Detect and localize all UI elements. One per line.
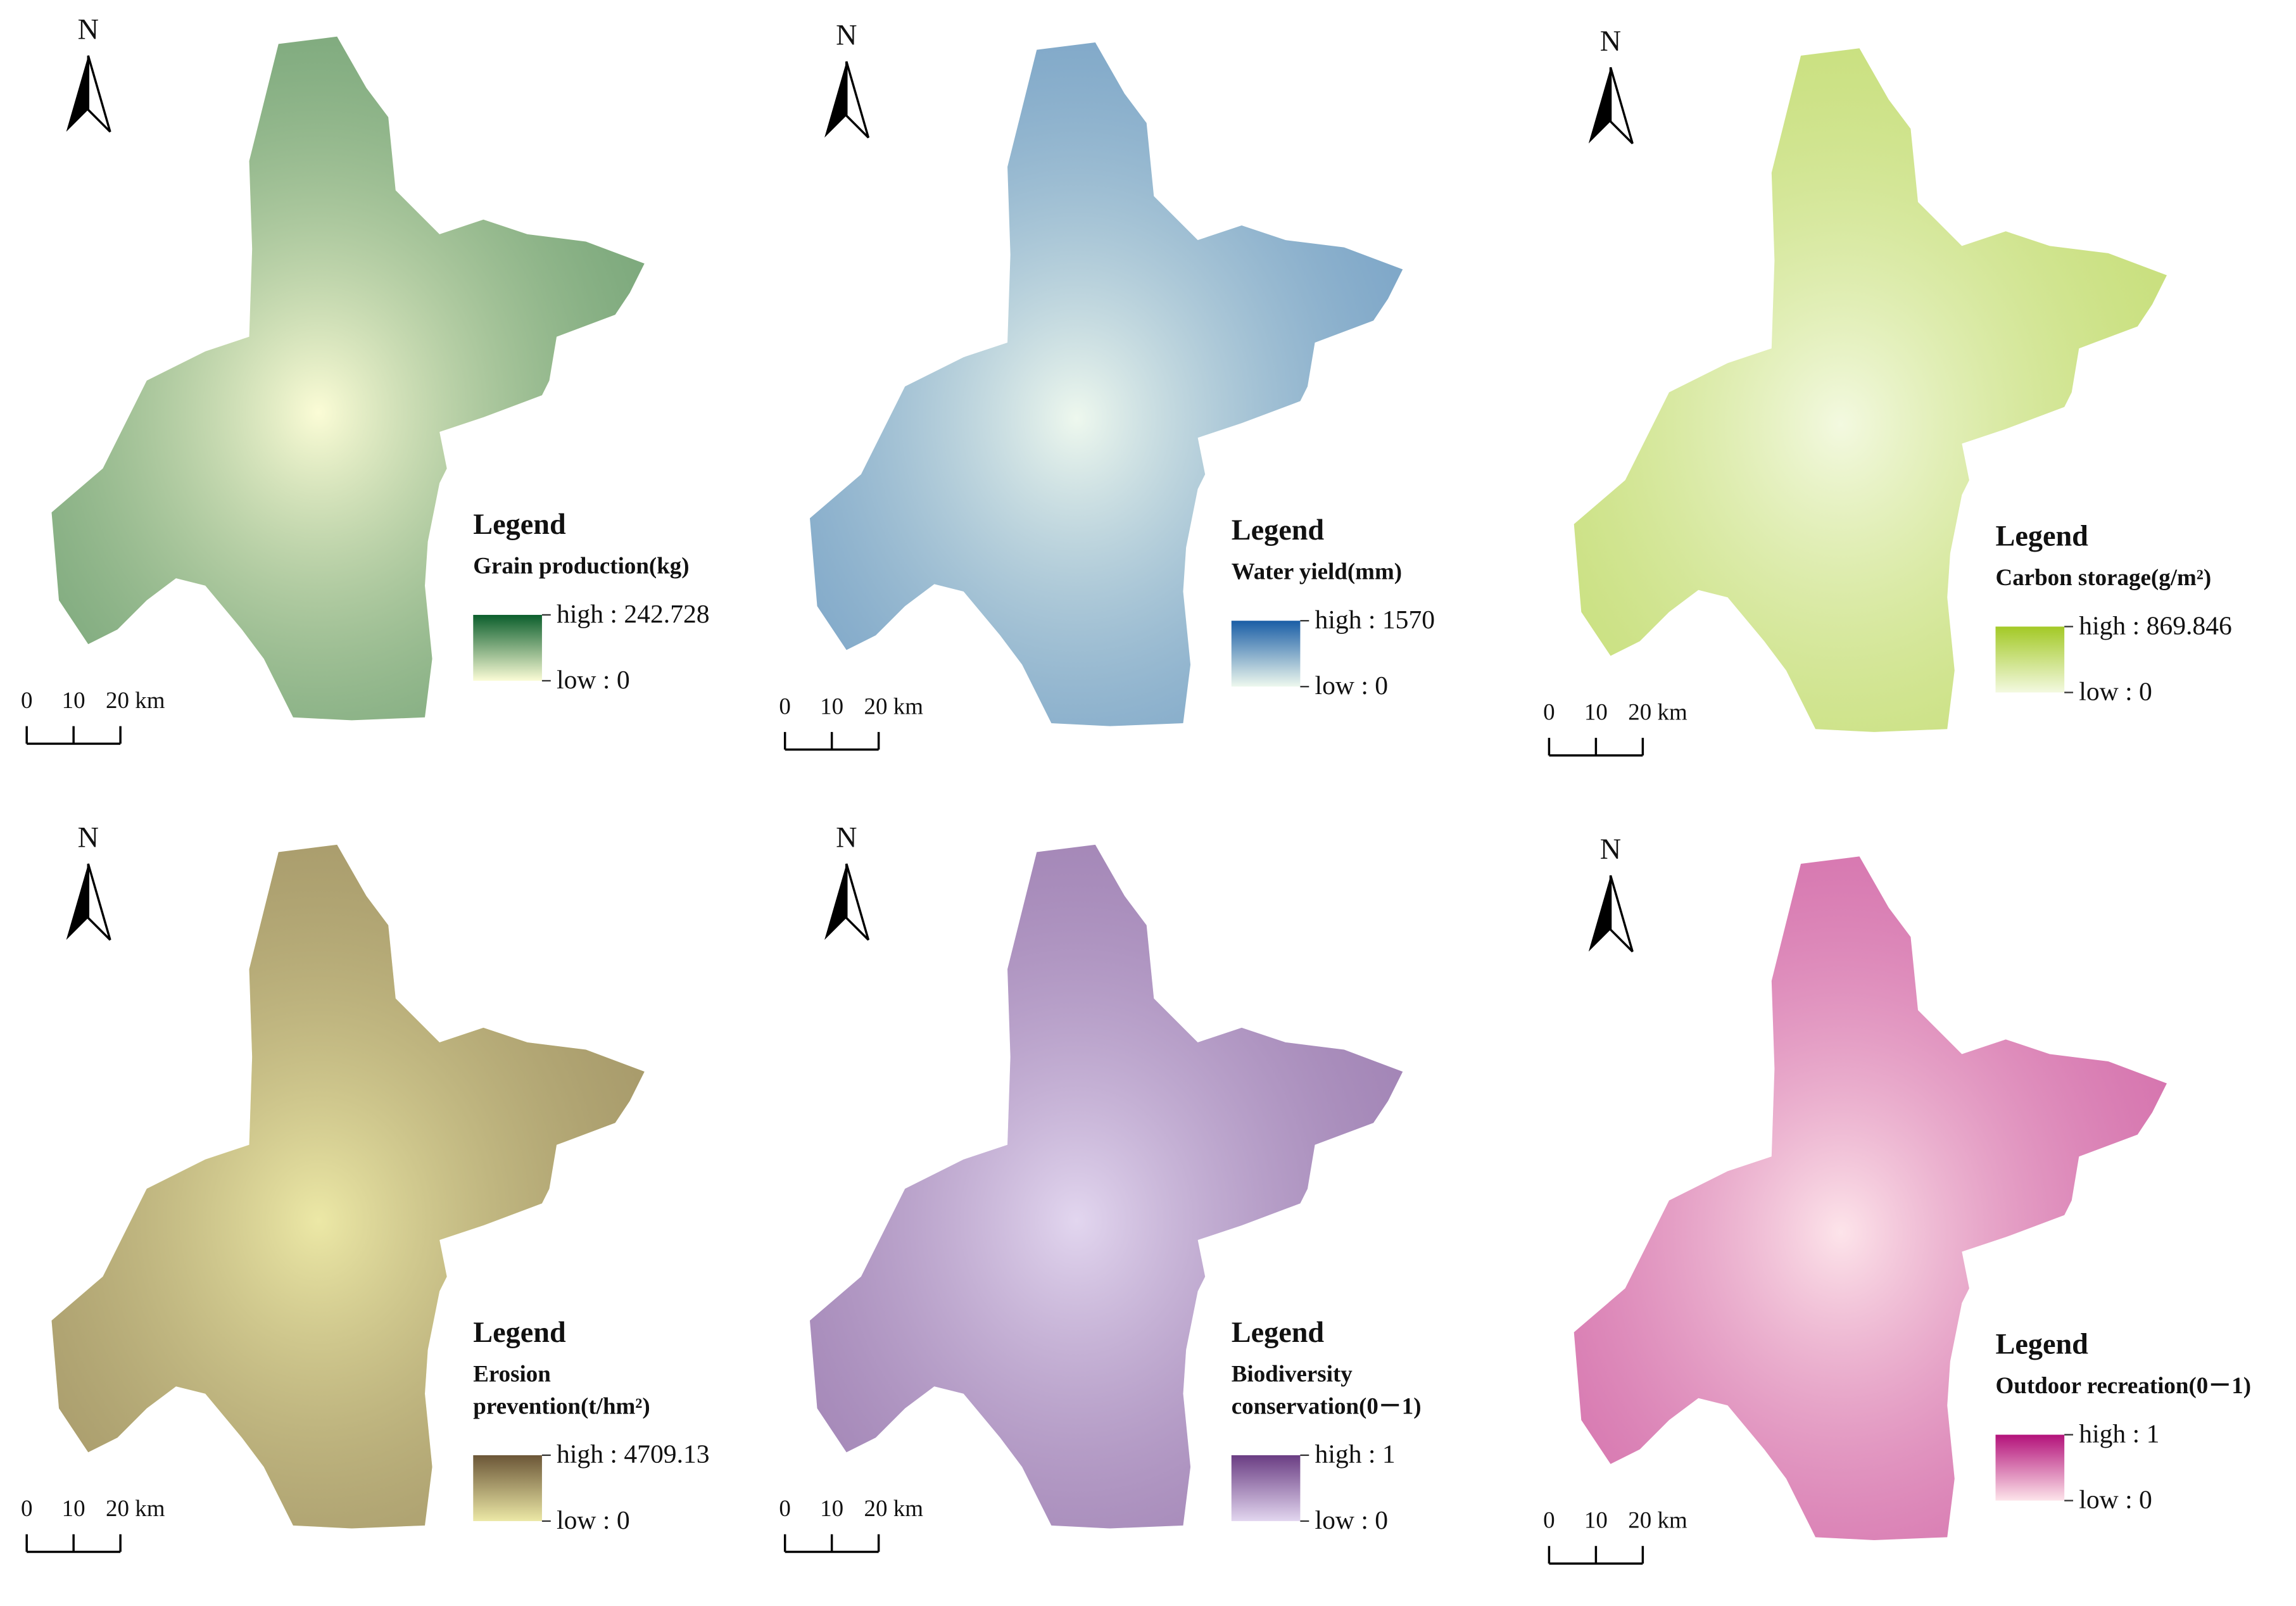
legend-low: low : 0	[1315, 1506, 1389, 1535]
map-panel: N Legend Water yield(mm) high : 1570 low : 0…	[779, 19, 1435, 751]
legend-high: high : 4709.13	[557, 1440, 710, 1469]
legend-title: Outdoor recreation(0－1)	[1996, 1372, 2252, 1399]
legend-heading: Legend	[473, 1316, 566, 1348]
legend-low: low : 0	[1315, 671, 1389, 700]
scale-label: 20 km	[1628, 1507, 1687, 1533]
legend-heading: Legend	[1996, 1327, 2089, 1360]
legend-high: high : 1570	[1315, 605, 1435, 635]
map-panel: N Legend Outdoor recreation(0－1) high : 1 lo…	[1543, 833, 2252, 1565]
map-panel: N Legend Biodiversity conservation(0－1) high…	[779, 821, 1422, 1553]
legend-ramp	[1995, 1434, 2065, 1501]
north-label: N	[1600, 833, 1621, 865]
legend-title: Biodiversity	[1232, 1361, 1353, 1387]
north-label: N	[78, 13, 99, 45]
map-region	[809, 844, 1403, 1529]
legend-title: Carbon storage(g/m²)	[1996, 564, 2212, 591]
map-panel: N Legend Erosion prevention(t/hm²) high : 47…	[21, 821, 710, 1553]
legend-heading: Legend	[1232, 1316, 1325, 1348]
north-label: N	[78, 821, 99, 854]
north-arrow-left	[1588, 67, 1611, 144]
north-arrow-right	[845, 61, 870, 139]
map-panel: N Legend Carbon storage(g/m²) high : 869.84…	[1543, 25, 2232, 757]
north-label: N	[1600, 25, 1621, 57]
map-region	[51, 844, 645, 1529]
scale-label: 10	[1584, 1507, 1608, 1533]
scale-label: 10	[820, 1495, 843, 1521]
legend-ramp	[1231, 621, 1301, 687]
legend-ramp	[1231, 1455, 1301, 1521]
scale-label: 0	[21, 687, 32, 713]
map-region	[809, 42, 1403, 726]
north-arrow-left	[1588, 875, 1611, 952]
north-arrow-right	[1609, 66, 1634, 144]
scale-label: 20 km	[864, 1495, 924, 1521]
legend-title: Grain production(kg)	[473, 552, 689, 579]
legend-ramp	[1995, 626, 2065, 693]
map-panel: N Legend Grain production(kg) high : 242.72…	[21, 13, 710, 745]
scale-label: 0	[21, 1495, 32, 1521]
map-region	[51, 36, 645, 721]
scale-label: 10	[62, 687, 85, 713]
legend-low: low : 0	[557, 666, 630, 695]
legend-title: Erosion	[473, 1361, 551, 1387]
legend-heading: Legend	[1232, 514, 1325, 546]
north-arrow-left	[66, 863, 89, 940]
scale-label: 10	[1584, 699, 1608, 725]
legend-high: high : 1	[1315, 1440, 1396, 1469]
legend-high: high : 242.728	[557, 600, 710, 629]
scale-label: 10	[820, 693, 843, 719]
legend-high: high : 1	[2079, 1419, 2159, 1448]
scale-label: 20 km	[106, 687, 165, 713]
legend-low: low : 0	[557, 1506, 630, 1535]
scale-label: 0	[1543, 1507, 1555, 1533]
north-arrow-right	[1609, 875, 1634, 952]
legend-ramp	[473, 1455, 542, 1521]
legend-heading: Legend	[473, 508, 566, 540]
legend-title: prevention(t/hm²)	[473, 1393, 650, 1419]
scale-label: 20 km	[864, 693, 924, 719]
map-region	[1574, 48, 2167, 732]
legend-title: Water yield(mm)	[1232, 559, 1402, 585]
legend-heading: Legend	[1996, 519, 2089, 552]
scale-label: 10	[62, 1495, 85, 1521]
north-label: N	[836, 19, 857, 51]
legend-ramp	[473, 614, 542, 681]
north-arrow-right	[87, 55, 111, 133]
scale-label: 20 km	[106, 1495, 165, 1521]
scale-label: 0	[1543, 699, 1555, 725]
north-arrow-right	[87, 863, 111, 941]
legend-high: high : 869.846	[2079, 611, 2232, 640]
north-label: N	[836, 821, 857, 854]
legend-low: low : 0	[2079, 1485, 2152, 1514]
north-arrow-left	[824, 61, 847, 138]
north-arrow-left	[66, 55, 89, 132]
north-arrow-right	[845, 863, 870, 941]
legend-title: conservation(0－1)	[1232, 1393, 1422, 1419]
scale-label: 20 km	[1628, 699, 1687, 725]
legend-low: low : 0	[2079, 677, 2152, 706]
north-arrow-left	[824, 863, 847, 940]
scale-label: 0	[779, 1495, 790, 1521]
scale-label: 0	[779, 693, 790, 719]
map-region	[1574, 856, 2167, 1540]
